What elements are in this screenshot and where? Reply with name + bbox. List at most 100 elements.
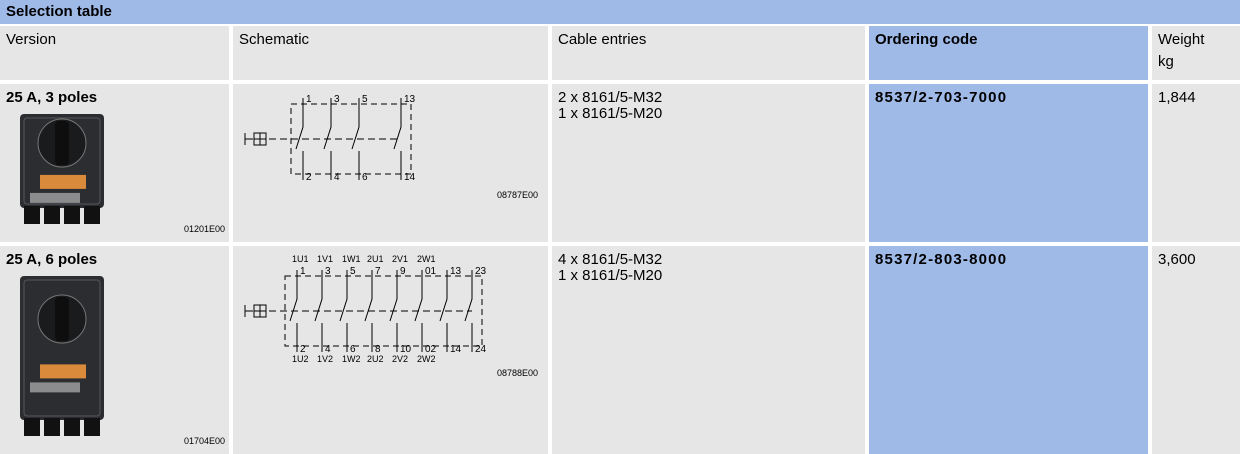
cable-gland <box>44 418 60 436</box>
product-image <box>20 276 104 436</box>
image-code: 01704E00 <box>183 436 225 446</box>
label-plate <box>40 174 86 189</box>
terminal-label: 01 <box>425 266 437 277</box>
terminal-label: 2 <box>306 172 312 183</box>
header-text: Weight <box>1158 31 1205 48</box>
contact <box>351 98 360 180</box>
terminal-name: 1U1 <box>292 254 309 264</box>
cable-cell: 2 x 8161/5-M32 1 x 8161/5-M20 <box>552 84 865 242</box>
contact <box>314 270 323 352</box>
cable-gland <box>64 206 80 224</box>
contact <box>393 98 402 180</box>
table-title: Selection table <box>0 0 1240 24</box>
terminal-label: 24 <box>475 344 487 355</box>
contact <box>295 98 304 180</box>
terminal-label: 3 <box>334 94 340 105</box>
terminal-label: 5 <box>362 94 368 105</box>
terminal-label: 10 <box>400 344 412 355</box>
terminal-name: 2W2 <box>417 354 436 364</box>
cable-gland <box>24 418 40 436</box>
contact <box>339 270 348 352</box>
actuator-symbol <box>244 132 267 146</box>
cable-gland <box>24 206 40 224</box>
terminal-name: 2U1 <box>367 254 384 264</box>
product-image <box>20 114 104 224</box>
cable-entry: 1 x 8161/5-M20 <box>558 105 663 122</box>
version-text: 25 A, 6 poles <box>6 251 98 268</box>
terminal-label: 23 <box>475 266 487 277</box>
weight-cell: 1,844 <box>1152 84 1240 242</box>
terminal-name: 2V2 <box>392 354 408 364</box>
cable-gland <box>84 418 100 436</box>
actuator-symbol <box>244 304 267 318</box>
schematic: 1 2 3 4 5 6 13 14 08787E00 <box>244 94 538 200</box>
header-cell: Schematic <box>233 26 548 80</box>
terminal-name: 1U2 <box>292 354 309 364</box>
header-cell: Ordering code <box>869 26 1148 80</box>
label-plate <box>40 364 86 379</box>
terminal-label: 2 <box>300 344 306 355</box>
ordering-cell: 8537/2-703-7000 <box>869 84 1148 242</box>
terminal-label: 14 <box>404 172 416 183</box>
knob-handle <box>55 121 69 166</box>
cable-gland <box>64 418 80 436</box>
weight: 1,844 <box>1158 89 1196 106</box>
terminal-label: 5 <box>350 266 356 277</box>
cable-gland <box>84 206 100 224</box>
cable-entry: 2 x 8161/5-M32 <box>558 89 663 106</box>
terminal-name: 1V1 <box>317 254 333 264</box>
terminal-name: 1W2 <box>342 354 361 364</box>
terminal-name: 2V1 <box>392 254 408 264</box>
cable-cell: 4 x 8161/5-M32 1 x 8161/5-M20 <box>552 246 865 454</box>
schematic-code: 08787E00 <box>497 190 538 200</box>
header-cell: Cable entries <box>552 26 865 80</box>
terminal-label: 4 <box>325 344 331 355</box>
contact <box>389 270 398 352</box>
ordering-cell: 8537/2-803-8000 <box>869 246 1148 454</box>
terminal-name: 2U2 <box>367 354 384 364</box>
terminal-label: 3 <box>325 266 331 277</box>
unit-text: kg <box>1158 53 1174 70</box>
version-cell: 25 A, 6 poles 01704E00 <box>0 246 229 454</box>
contact <box>323 98 332 180</box>
header-cell: Weight kg <box>1152 26 1240 80</box>
terminal-label: 1 <box>300 266 306 277</box>
cable-entry: 1 x 8161/5-M20 <box>558 267 663 284</box>
terminal-label: 7 <box>375 266 381 277</box>
cable-gland <box>44 206 60 224</box>
ordering-code: 8537/2-703-7000 <box>875 89 1008 106</box>
contact <box>439 270 448 352</box>
terminal-name: 1W1 <box>342 254 361 264</box>
weight: 3,600 <box>1158 251 1196 268</box>
terminal-label: 13 <box>404 94 416 105</box>
terminal-name: 2W1 <box>417 254 436 264</box>
terminal-label: 1 <box>306 94 312 105</box>
terminal-label: 14 <box>450 344 462 355</box>
cable-entry: 4 x 8161/5-M32 <box>558 251 663 268</box>
terminal-label: 4 <box>334 172 340 183</box>
terminal-label: 13 <box>450 266 462 277</box>
terminal-label: 02 <box>425 344 437 355</box>
contact <box>289 270 298 352</box>
schematic-cell: 1 2 3 4 5 6 13 14 08787E00 <box>233 84 548 242</box>
terminal-label: 8 <box>375 344 381 355</box>
contact <box>414 270 423 352</box>
terminal-label: 6 <box>350 344 356 355</box>
contact <box>364 270 373 352</box>
weight-cell: 3,600 <box>1152 246 1240 454</box>
terminal-label: 6 <box>362 172 368 183</box>
contact <box>464 270 473 352</box>
info-plate <box>30 192 80 203</box>
ordering-code: 8537/2-803-8000 <box>875 251 1008 268</box>
switch-frame <box>284 275 483 347</box>
housing-edge <box>23 279 101 417</box>
schematic-cell: 1 2 3 4 5 6 7 8 9 10 01 02 13 14 23 24 1U1 1V1 1W1 2U1 2V1 2W… <box>233 246 548 454</box>
info-plate <box>30 382 80 393</box>
version-text: 25 A, 3 poles <box>6 89 98 106</box>
schematic-code: 08788E00 <box>497 368 538 376</box>
terminal-name: 1V2 <box>317 354 333 364</box>
version-cell: 25 A, 3 poles 01201E00 <box>0 84 229 242</box>
image-code: 01201E00 <box>183 224 225 234</box>
